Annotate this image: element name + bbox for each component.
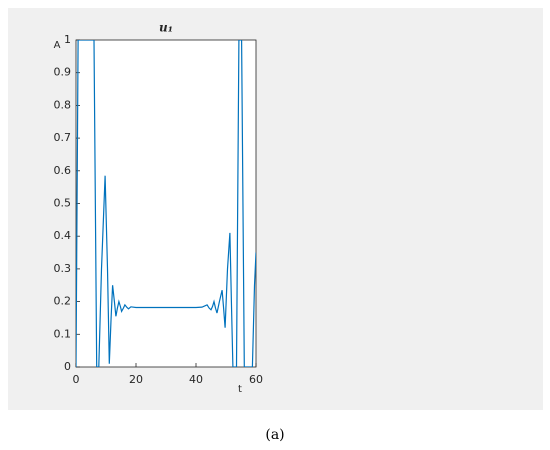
data-line	[76, 40, 256, 367]
y-axis-label: A	[54, 40, 61, 51]
y-tick-label: 0.7	[54, 131, 72, 144]
y-tick-label: 0.8	[54, 98, 72, 111]
y-tick-label: 0.4	[54, 229, 72, 242]
x-tick-label: 20	[129, 373, 143, 386]
y-tick-label: 0	[64, 360, 71, 373]
x-tick-label: 40	[189, 373, 203, 386]
axes-box	[75, 39, 257, 368]
y-tick-label: 0.5	[54, 197, 72, 210]
caption: (a)	[265, 427, 284, 443]
y-tick-label: 0.3	[54, 262, 72, 275]
x-axis-label: t	[238, 384, 242, 395]
y-tick-label: 1	[64, 33, 71, 46]
x-tick-label: 60	[249, 373, 263, 386]
y-tick-label: 0.9	[54, 66, 72, 79]
y-tick-label: 0.6	[54, 164, 72, 177]
y-tick-label: 0.2	[54, 295, 72, 308]
chart-title: u₁	[159, 21, 173, 35]
y-tick-label: 0.1	[54, 327, 72, 340]
x-tick-label: 0	[73, 373, 80, 386]
